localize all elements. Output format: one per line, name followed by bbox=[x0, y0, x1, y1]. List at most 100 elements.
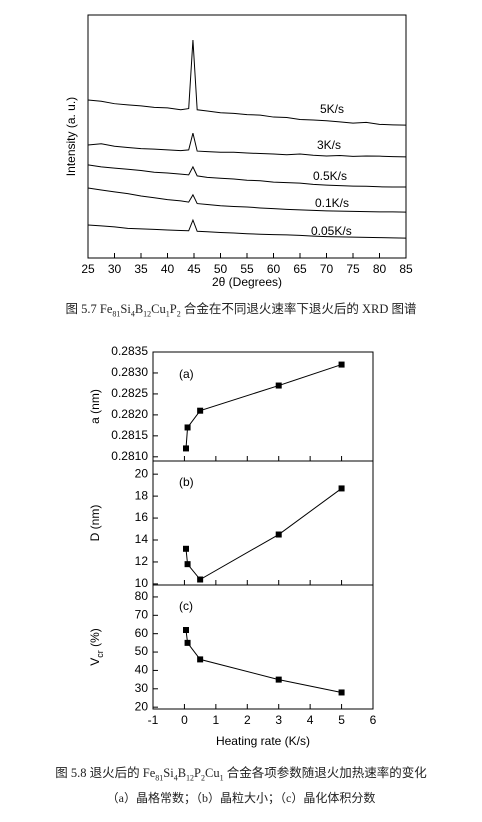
y-axis-label-part: D (nm) bbox=[88, 505, 102, 542]
caption-text: 2 bbox=[176, 309, 181, 319]
caption-text: 图 5.8 退火后的 Fe bbox=[55, 766, 156, 780]
y-tick-label: 0.2810 bbox=[111, 449, 148, 463]
figure-subcaption: （a）晶格常数；（b）晶粒大小；（c）晶化体积分数 bbox=[0, 789, 482, 806]
y-tick-label: 70 bbox=[135, 607, 149, 621]
data-point bbox=[275, 382, 282, 389]
data-line bbox=[87, 187, 407, 213]
series-label: 5K/s bbox=[320, 102, 344, 116]
caption-text: 合金在不同退火速率下退火后的 XRD 图谱 bbox=[180, 302, 417, 316]
panel-label: (a) bbox=[179, 367, 194, 381]
x-tick-label: 5 bbox=[338, 713, 345, 727]
y-tick-label: 40 bbox=[135, 663, 149, 677]
data-point bbox=[197, 576, 204, 583]
caption-text: B bbox=[177, 766, 187, 780]
data-point bbox=[275, 531, 282, 538]
x-axis-label: 2θ (Degrees) bbox=[212, 275, 282, 289]
caption-text: 4 bbox=[130, 309, 135, 319]
x-tick-label: 70 bbox=[320, 262, 334, 276]
x-tick-label: 1 bbox=[213, 713, 220, 727]
data-line bbox=[87, 218, 407, 239]
y-tick-label: 18 bbox=[135, 488, 149, 502]
y-axis-label: a (nm) bbox=[88, 389, 102, 424]
x-tick-label: 0 bbox=[181, 713, 188, 727]
y-axis-label: Intensity (a. u.) bbox=[64, 97, 78, 176]
x-tick-label: 30 bbox=[108, 262, 122, 276]
data-point bbox=[184, 561, 191, 568]
x-tick-label: -1 bbox=[148, 713, 159, 727]
caption-text: 合金各项参数随退火加热速率的变化 bbox=[223, 766, 427, 780]
x-axis-label: Heating rate (K/s) bbox=[216, 734, 310, 748]
caption-text: 1 bbox=[219, 773, 224, 783]
data-point bbox=[184, 424, 191, 431]
y-tick-label: 80 bbox=[135, 589, 149, 603]
y-axis-label: D (nm) bbox=[88, 505, 102, 542]
caption-text: Si bbox=[163, 766, 174, 780]
figure-caption: 图 5.8 退火后的 Fe81Si4B12P2Cu1 合金各项参数随退火加热速率… bbox=[0, 762, 482, 783]
y-axis-label-part: cr bbox=[95, 650, 105, 658]
data-point bbox=[183, 545, 189, 552]
y-tick-label: 0.2820 bbox=[111, 407, 148, 421]
y-axis-label-part: V bbox=[88, 658, 102, 666]
data-point bbox=[338, 689, 345, 696]
caption-text: Cu bbox=[151, 302, 166, 316]
y-tick-label: 0.2830 bbox=[111, 365, 148, 379]
x-tick-label: 25 bbox=[81, 262, 95, 276]
data-line bbox=[87, 132, 407, 158]
y-tick-label: 10 bbox=[135, 576, 149, 590]
data-line bbox=[87, 39, 407, 126]
caption-text: 81 bbox=[155, 773, 164, 783]
caption-text: 1 bbox=[165, 309, 170, 319]
figure-caption: 图 5.7 Fe81Si4B12Cu1P2 合金在不同退火速率下退火后的 XRD… bbox=[0, 298, 482, 319]
x-tick-label: 45 bbox=[187, 262, 201, 276]
data-point bbox=[338, 361, 345, 368]
data-point bbox=[338, 485, 345, 492]
y-tick-label: 12 bbox=[135, 554, 149, 568]
x-tick-label: 55 bbox=[240, 262, 254, 276]
x-tick-label: 75 bbox=[346, 262, 360, 276]
y-tick-label: 20 bbox=[135, 699, 149, 713]
data-line bbox=[185, 488, 342, 581]
plot-frame bbox=[87, 14, 407, 259]
y-axis-label-part: (%) bbox=[88, 628, 102, 650]
caption-text: 2 bbox=[201, 773, 205, 783]
caption-text: （a）晶格常数；（b）晶粒大小；（c）晶化体积分数 bbox=[106, 791, 376, 805]
x-tick-label: 40 bbox=[161, 262, 175, 276]
caption-text: Si bbox=[120, 302, 131, 316]
y-tick-label: 50 bbox=[135, 644, 149, 658]
data-point bbox=[275, 676, 282, 683]
x-tick-label: 4 bbox=[307, 713, 314, 727]
y-tick-label: 0.2825 bbox=[111, 386, 148, 400]
data-line bbox=[87, 164, 406, 188]
series-label: 0.1K/s bbox=[315, 196, 349, 210]
x-tick-label: 80 bbox=[373, 262, 387, 276]
x-tick-label: 50 bbox=[214, 262, 228, 276]
caption-text: B bbox=[134, 302, 144, 316]
series-label: 0.05K/s bbox=[311, 224, 352, 238]
caption-text: 12 bbox=[143, 309, 152, 319]
caption-text: 图 5.7 Fe bbox=[65, 302, 113, 316]
data-point bbox=[183, 627, 189, 634]
y-tick-label: 0.2815 bbox=[111, 428, 148, 442]
x-tick-label: 65 bbox=[293, 262, 307, 276]
y-axis-label: Vcr (%) bbox=[88, 628, 105, 666]
x-tick-label: 3 bbox=[275, 713, 282, 727]
y-tick-label: 0.2835 bbox=[111, 344, 148, 358]
x-tick-label: 2 bbox=[244, 713, 251, 727]
data-line bbox=[185, 364, 342, 449]
y-axis-label-part: a (nm) bbox=[88, 389, 102, 424]
x-tick-label: 60 bbox=[267, 262, 281, 276]
data-point bbox=[197, 407, 204, 414]
y-tick-label: 16 bbox=[135, 510, 149, 524]
y-tick-label: 20 bbox=[135, 466, 149, 480]
caption-text: 81 bbox=[112, 309, 121, 319]
panel-label: (b) bbox=[179, 475, 194, 489]
caption-text: P bbox=[194, 766, 201, 780]
y-tick-label: 60 bbox=[135, 626, 149, 640]
x-tick-label: 85 bbox=[399, 262, 413, 276]
data-point bbox=[183, 445, 189, 452]
x-tick-label: 35 bbox=[134, 262, 148, 276]
y-tick-label: 14 bbox=[135, 532, 149, 546]
caption-text: P bbox=[169, 302, 177, 316]
